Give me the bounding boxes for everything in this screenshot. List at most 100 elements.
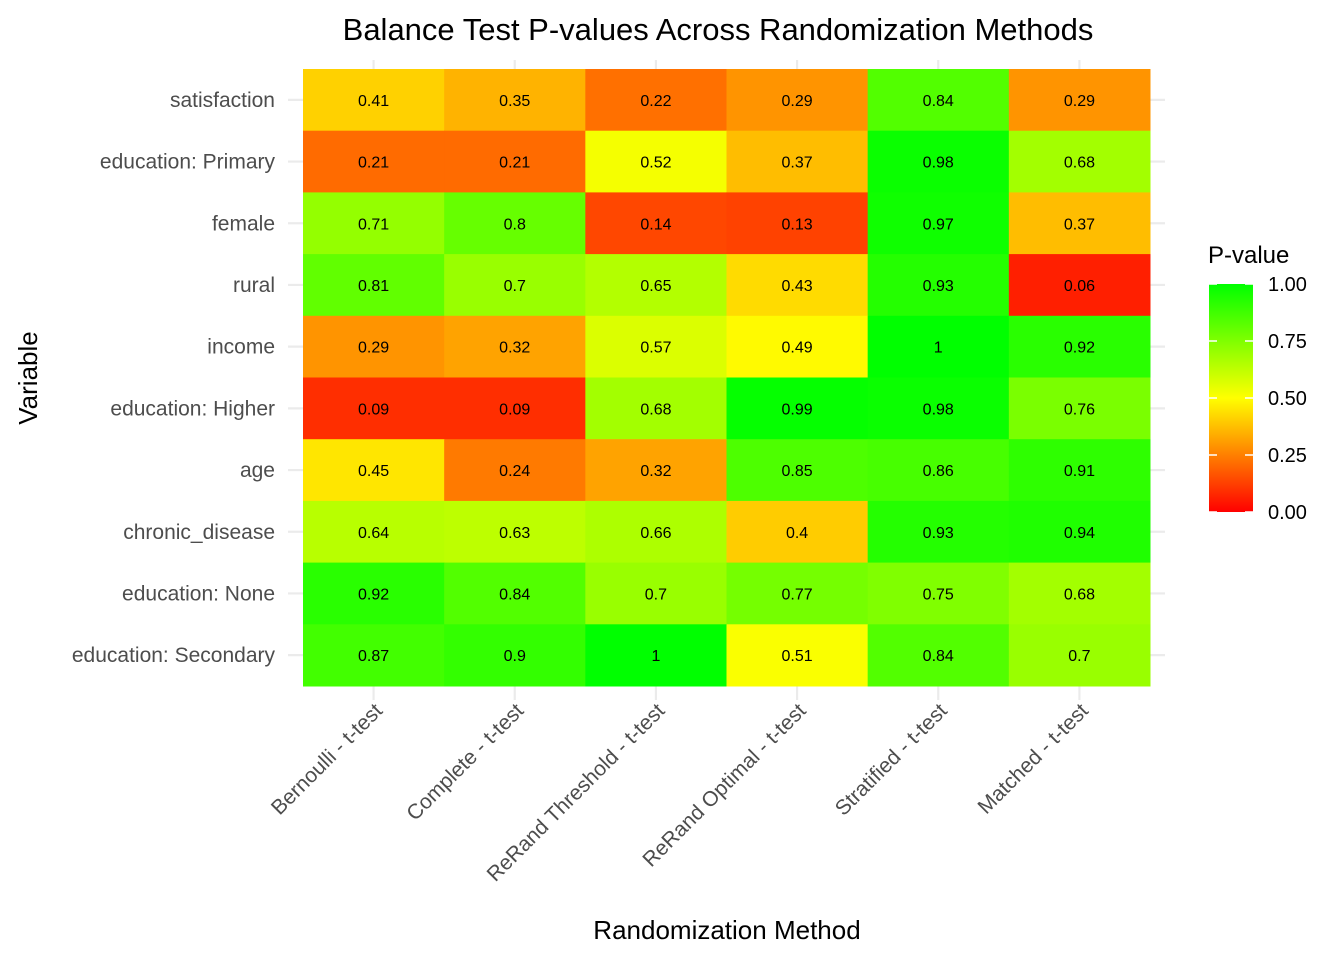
heatmap-cell	[585, 69, 727, 132]
legend-tick-label: 0.75	[1268, 331, 1307, 353]
cell-value-label: 0.77	[782, 586, 813, 603]
heatmap-cell	[303, 315, 445, 378]
heatmap-cell	[867, 500, 1010, 564]
heatmap-cell	[585, 130, 727, 193]
legend-title: P-value	[1208, 242, 1289, 269]
legend-tick-label: 1.00	[1268, 274, 1307, 296]
cell-value-label: 0.29	[358, 340, 389, 357]
heatmap-cell	[444, 315, 586, 378]
cell-value-label: 0.29	[782, 93, 813, 110]
heatmap-cell	[585, 377, 727, 440]
y-tick-label: education: None	[122, 582, 275, 605]
cell-value-label: 0.99	[782, 401, 813, 418]
heatmap-cell	[303, 500, 445, 564]
heatmap-cell	[303, 69, 445, 132]
x-tick-label: Stratified - t-test	[831, 699, 952, 820]
cell-value-label: 0.91	[1064, 463, 1095, 480]
heatmap-cell	[867, 377, 1010, 440]
heatmap-cell	[726, 254, 869, 317]
cell-value-label: 0.09	[358, 401, 389, 418]
heatmap-cell	[726, 315, 869, 378]
cell-value-label: 0.21	[358, 155, 389, 172]
cell-value-label: 1	[934, 340, 943, 357]
y-tick-label: education: Secondary	[72, 644, 276, 667]
cell-value-label: 0.85	[782, 463, 813, 480]
cell-value-label: 0.68	[1064, 586, 1095, 603]
cell-value-label: 0.66	[640, 525, 671, 542]
cell-value-label: 0.32	[640, 463, 671, 480]
heatmap-cell	[726, 500, 869, 564]
heatmap-cell	[585, 500, 727, 564]
heatmap-cell	[726, 562, 869, 625]
heatmap-cell	[1008, 500, 1151, 564]
heatmap-cell	[1008, 130, 1151, 193]
heatmap-cell	[585, 315, 727, 378]
y-tick-label: income	[207, 336, 275, 359]
cell-value-label: 0.22	[640, 93, 671, 110]
legend-tick-label: 0.25	[1268, 445, 1307, 467]
cell-value-label: 0.9	[504, 648, 526, 665]
cell-value-label: 0.37	[1064, 216, 1095, 233]
cell-value-label: 0.65	[640, 278, 671, 295]
cell-value-label: 0.87	[358, 648, 389, 665]
cell-value-label: 0.84	[923, 93, 954, 110]
cell-value-label: 0.81	[358, 278, 389, 295]
y-axis-title: Variable	[13, 331, 43, 424]
legend-tick-label: 0.00	[1268, 502, 1307, 524]
heatmap-cell	[444, 500, 586, 564]
heatmap-cell	[303, 439, 445, 502]
heatmap-cell	[1008, 439, 1151, 502]
cell-value-label: 0.71	[358, 216, 389, 233]
x-tick-label: Complete - t-test	[402, 699, 528, 825]
cell-value-label: 0.68	[640, 401, 671, 418]
cell-value-label: 0.49	[782, 340, 813, 357]
cell-value-label: 0.21	[499, 155, 530, 172]
chart-title: Balance Test P-values Across Randomizati…	[343, 12, 1094, 47]
heatmap-cell	[726, 624, 869, 687]
cell-value-label: 0.94	[1064, 525, 1095, 542]
heatmap-cells	[303, 69, 1151, 687]
x-tick-label: Matched - t-test	[974, 699, 1094, 819]
heatmap-cell	[726, 377, 869, 440]
heatmap-cell	[444, 377, 586, 440]
cell-value-label: 0.7	[1068, 648, 1090, 665]
heatmap-cell	[444, 562, 586, 625]
cell-value-label: 0.63	[499, 525, 530, 542]
heatmap-cell	[867, 254, 1010, 317]
heatmap-cell	[444, 69, 586, 132]
heatmap-cell	[867, 562, 1010, 625]
x-tick-label: Bernoulli - t-test	[267, 699, 387, 819]
heatmap-cell	[867, 192, 1010, 255]
y-tick-label: rural	[233, 274, 275, 297]
cell-value-label: 0.84	[499, 586, 530, 603]
cell-value-label: 0.86	[923, 463, 954, 480]
heatmap-cell	[585, 562, 727, 625]
heatmap-cell	[444, 439, 586, 502]
heatmap-cell	[444, 192, 586, 255]
cell-value-label: 0.51	[782, 648, 813, 665]
heatmap-cell	[303, 377, 445, 440]
cell-value-label: 0.32	[499, 340, 530, 357]
cell-value-label: 0.92	[1064, 340, 1095, 357]
cell-value-label: 0.75	[923, 586, 954, 603]
y-tick-label: chronic_disease	[123, 521, 275, 544]
cell-value-label: 0.98	[923, 401, 954, 418]
cell-value-label: 0.7	[504, 278, 526, 295]
heatmap-cell	[585, 624, 727, 687]
cell-value-label: 0.98	[923, 155, 954, 172]
cell-value-label: 0.7	[645, 586, 667, 603]
x-axis-title: Randomization Method	[593, 915, 860, 945]
heatmap-cell	[444, 254, 586, 317]
cell-value-label: 0.68	[1064, 155, 1095, 172]
heatmap-cell	[585, 192, 727, 255]
color-legend: P-value 0.00 0.25 0.50 0.75 1.00	[1208, 242, 1307, 524]
cell-value-label: 0.29	[1064, 93, 1095, 110]
y-tick-label: education: Higher	[110, 397, 275, 420]
heatmap-cell	[585, 254, 727, 317]
cell-value-label: 0.57	[640, 340, 671, 357]
y-axis-tick-labels: satisfaction education: Primary female rura…	[72, 89, 276, 667]
heatmap-cell	[444, 624, 586, 687]
heatmap-cell	[303, 562, 445, 625]
heatmap-cell	[1008, 315, 1151, 378]
cell-value-label: 0.8	[504, 216, 526, 233]
